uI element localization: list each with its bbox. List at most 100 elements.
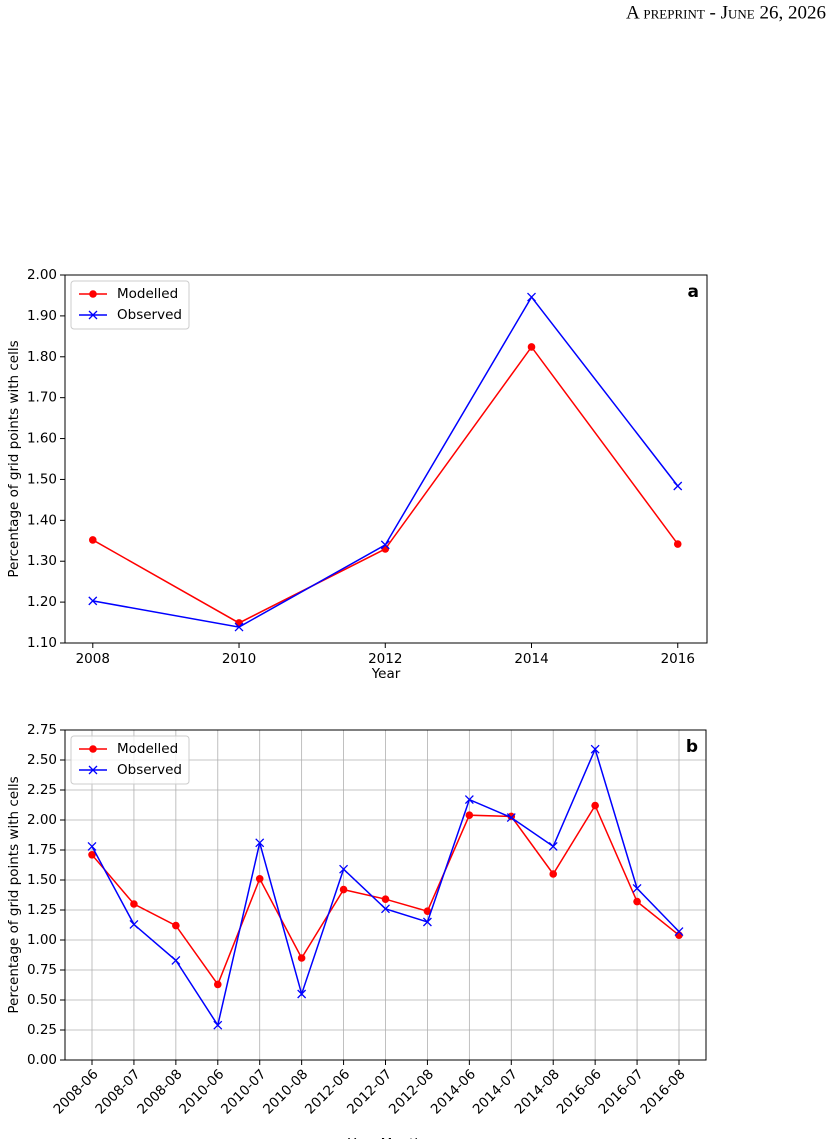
x-tick-label: 2008-08 xyxy=(134,1066,185,1117)
y-tick-label: 1.70 xyxy=(27,390,57,406)
marker xyxy=(673,540,682,548)
x-tick-label: 2016 xyxy=(661,651,695,667)
marker xyxy=(633,897,641,906)
marker xyxy=(423,907,432,915)
marker xyxy=(506,813,516,823)
y-tick-label: 2.25 xyxy=(27,782,57,798)
y-tick-label: 1.30 xyxy=(27,553,57,569)
marker xyxy=(88,536,97,544)
y-tick-label: 1.25 xyxy=(27,902,57,918)
y-tick-label: 2.50 xyxy=(27,752,57,768)
marker xyxy=(527,292,536,302)
legend-marker xyxy=(88,310,98,320)
y-tick-label: 0.50 xyxy=(27,992,57,1008)
x-tick-label: 2010-07 xyxy=(218,1066,269,1117)
x-axis-label: Year xyxy=(371,666,401,682)
axes-frame xyxy=(64,274,708,644)
marker xyxy=(339,885,348,894)
marker xyxy=(675,931,683,939)
x-tick-label: 2010-08 xyxy=(260,1066,311,1117)
marker xyxy=(673,481,683,491)
x-tick-label: 2008-06 xyxy=(50,1066,101,1117)
series-line xyxy=(92,345,679,624)
marker xyxy=(172,921,180,930)
x-tick-label: 2010-06 xyxy=(176,1066,227,1117)
x-tick-label: 2008 xyxy=(76,651,110,667)
x-tick-label: 2008-07 xyxy=(92,1066,143,1117)
axes-frame xyxy=(64,729,707,1061)
y-tick-label: 1.00 xyxy=(27,932,57,948)
marker xyxy=(234,622,244,632)
y-tick-label: 0.75 xyxy=(27,962,57,978)
panel-label: b xyxy=(686,737,698,757)
legend-label: Modelled xyxy=(117,286,178,302)
y-tick-label: 1.60 xyxy=(27,431,57,447)
marker xyxy=(255,838,265,848)
marker xyxy=(527,343,536,351)
marker xyxy=(88,596,98,606)
running-header: A preprint - June 26, 2026 xyxy=(626,2,826,23)
y-tick-label: 1.75 xyxy=(27,842,57,858)
y-tick-label: 2.00 xyxy=(27,267,57,283)
marker xyxy=(674,927,684,937)
x-tick-label: 2014 xyxy=(514,651,548,667)
legend-label: Observed xyxy=(117,762,182,778)
marker xyxy=(213,980,222,989)
x-tick-label: 2016-07 xyxy=(596,1066,647,1117)
x-tick-label: 2014-06 xyxy=(428,1066,479,1117)
marker xyxy=(87,841,97,851)
y-axis-label: Percentage of grid points with cells xyxy=(6,340,22,577)
legend-box xyxy=(70,735,190,785)
x-tick-label: 2012-08 xyxy=(386,1066,437,1117)
x-tick-label: 2016-06 xyxy=(554,1066,605,1117)
y-tick-label: 1.10 xyxy=(27,635,57,651)
marker xyxy=(255,875,264,883)
marker xyxy=(465,811,474,819)
y-tick-label: 0.00 xyxy=(27,1052,57,1068)
x-tick-label: 2010 xyxy=(222,651,256,667)
x-tick-label: 2014-08 xyxy=(512,1066,563,1117)
marker xyxy=(297,954,306,962)
marker xyxy=(591,801,599,810)
marker xyxy=(297,989,307,999)
x-tick-label: 2012-06 xyxy=(302,1066,353,1117)
marker xyxy=(88,851,96,859)
y-tick-label: 1.50 xyxy=(27,872,57,888)
marker xyxy=(548,841,558,851)
x-tick-label: 2014-07 xyxy=(470,1066,521,1117)
y-tick-label: 2.00 xyxy=(27,812,57,828)
marker xyxy=(422,917,432,927)
marker xyxy=(213,1020,223,1030)
x-tick-label: 2012 xyxy=(368,651,402,667)
x-tick-label: 2012-07 xyxy=(344,1066,395,1117)
y-tick-label: 1.20 xyxy=(27,594,57,610)
marker xyxy=(464,795,474,805)
panel-label: a xyxy=(688,282,699,302)
marker xyxy=(381,895,390,903)
y-tick-label: 1.80 xyxy=(27,349,57,365)
marker xyxy=(549,870,558,878)
series-line xyxy=(92,295,679,628)
legend-box xyxy=(70,280,190,330)
y-tick-label: 1.90 xyxy=(27,308,57,324)
legend-label: Modelled xyxy=(117,741,178,757)
marker xyxy=(130,900,138,908)
marker xyxy=(632,883,642,893)
y-tick-label: 1.40 xyxy=(27,512,57,528)
legend-label: Observed xyxy=(117,307,182,323)
y-axis-label: Percentage of grid points with cells xyxy=(6,776,22,1013)
marker xyxy=(339,864,349,874)
legend-marker xyxy=(89,745,97,753)
legend-marker xyxy=(89,290,97,298)
legend-marker xyxy=(88,765,98,775)
y-tick-label: 1.50 xyxy=(27,471,57,487)
marker xyxy=(171,955,181,965)
marker xyxy=(381,904,390,914)
y-tick-label: 2.75 xyxy=(27,722,57,738)
y-tick-label: 0.25 xyxy=(27,1022,57,1038)
marker xyxy=(590,744,600,754)
marker xyxy=(380,540,390,550)
x-tick-label: 2016-08 xyxy=(637,1066,688,1117)
